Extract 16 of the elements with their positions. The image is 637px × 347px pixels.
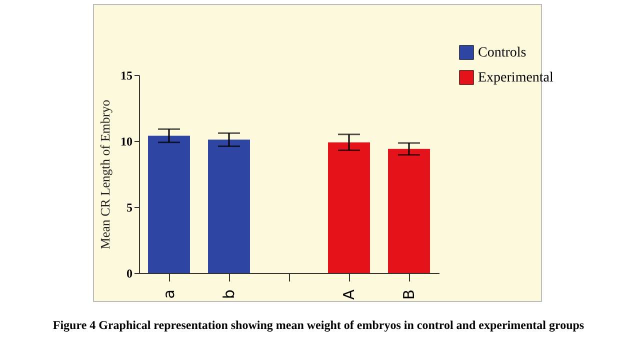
y-tick-label: 10 [120,134,132,148]
x-tick-label: b [220,290,238,300]
y-tick-label: 0 [126,266,132,280]
bar [148,136,190,273]
x-tick-label: B [400,290,418,300]
bar [328,142,370,273]
caption: Figure 4 Graphical representation showing mean weight of embryos in control and experimental groups [52,318,586,333]
y-axis-title: Mean CR Length of Embryo [98,100,112,250]
bar [388,148,430,273]
y-tick-label: 5 [126,200,132,214]
bar [208,140,250,273]
x-tick-label: a [160,290,178,299]
x-tick-label: A [340,288,358,300]
legend-label: Experimental [478,70,554,86]
y-tick-label: 15 [120,68,132,82]
legend-label: Controls [478,46,526,60]
